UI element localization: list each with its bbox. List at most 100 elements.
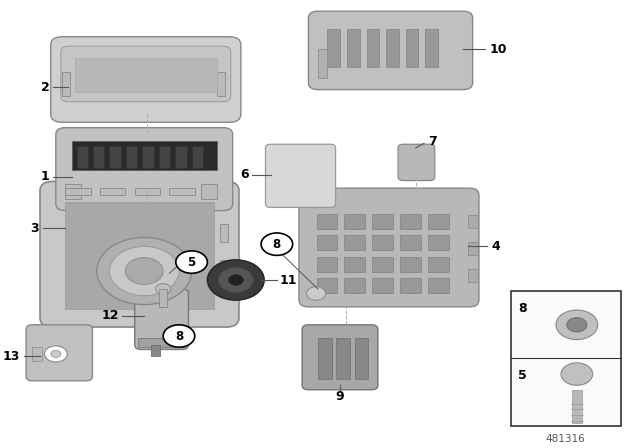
Bar: [344, 214, 365, 229]
Circle shape: [158, 285, 168, 293]
Bar: [344, 257, 365, 272]
Circle shape: [156, 284, 171, 294]
Bar: [468, 269, 477, 282]
Bar: [386, 29, 399, 67]
Circle shape: [176, 251, 207, 273]
Bar: [150, 345, 160, 356]
Text: 6: 6: [240, 168, 248, 181]
Bar: [400, 235, 421, 250]
Bar: [372, 235, 393, 250]
Bar: [428, 257, 449, 272]
FancyBboxPatch shape: [26, 325, 92, 381]
Bar: [425, 29, 438, 67]
Bar: [220, 260, 228, 278]
Text: 9: 9: [336, 390, 344, 403]
Circle shape: [97, 237, 191, 305]
Bar: [317, 235, 337, 250]
Bar: [191, 146, 203, 168]
Bar: [468, 215, 477, 228]
Text: 8: 8: [175, 329, 183, 343]
Bar: [318, 49, 328, 78]
FancyBboxPatch shape: [135, 289, 188, 349]
Bar: [428, 214, 449, 229]
Circle shape: [163, 325, 195, 347]
Bar: [65, 184, 81, 199]
FancyBboxPatch shape: [61, 46, 231, 102]
Bar: [72, 141, 217, 170]
FancyBboxPatch shape: [398, 144, 435, 181]
Bar: [372, 214, 393, 229]
Text: 5: 5: [518, 369, 527, 382]
Bar: [317, 214, 337, 229]
Bar: [367, 29, 379, 67]
Circle shape: [567, 318, 587, 332]
FancyBboxPatch shape: [40, 181, 239, 327]
Bar: [100, 188, 125, 195]
FancyBboxPatch shape: [266, 144, 335, 207]
Bar: [126, 146, 138, 168]
Circle shape: [261, 233, 292, 255]
Bar: [159, 146, 170, 168]
FancyBboxPatch shape: [299, 188, 479, 307]
Bar: [336, 338, 350, 379]
Bar: [400, 214, 421, 229]
Bar: [328, 29, 340, 67]
Text: 10: 10: [490, 43, 507, 56]
Text: 13: 13: [3, 349, 20, 363]
Circle shape: [125, 258, 163, 284]
Bar: [372, 278, 393, 293]
Bar: [201, 184, 217, 199]
Text: 4: 4: [492, 240, 500, 253]
Bar: [75, 58, 217, 92]
Bar: [400, 278, 421, 293]
FancyBboxPatch shape: [308, 11, 472, 90]
Text: 8: 8: [273, 237, 281, 251]
Circle shape: [556, 310, 598, 340]
Bar: [138, 338, 186, 347]
Bar: [142, 146, 154, 168]
Bar: [428, 278, 449, 293]
Bar: [372, 257, 393, 272]
Circle shape: [109, 246, 179, 296]
Circle shape: [561, 363, 593, 385]
Bar: [33, 347, 42, 361]
FancyBboxPatch shape: [302, 325, 378, 390]
Bar: [220, 224, 228, 242]
Text: 481316: 481316: [546, 434, 586, 444]
Bar: [318, 338, 332, 379]
Text: 12: 12: [102, 309, 119, 323]
Circle shape: [228, 275, 243, 285]
Text: 11: 11: [280, 273, 298, 287]
Bar: [77, 146, 88, 168]
Circle shape: [307, 287, 326, 300]
Bar: [347, 29, 360, 67]
Circle shape: [218, 267, 253, 293]
Bar: [511, 291, 621, 426]
Bar: [317, 257, 337, 272]
Text: 3: 3: [30, 222, 39, 235]
FancyBboxPatch shape: [51, 37, 241, 122]
Bar: [406, 29, 419, 67]
Bar: [65, 202, 214, 309]
Bar: [572, 390, 582, 423]
Bar: [65, 188, 90, 195]
FancyBboxPatch shape: [56, 128, 233, 211]
Bar: [344, 278, 365, 293]
Bar: [93, 146, 104, 168]
Circle shape: [51, 350, 61, 358]
Text: 2: 2: [41, 81, 49, 94]
Text: 5: 5: [188, 255, 196, 269]
Circle shape: [207, 260, 264, 300]
Bar: [170, 188, 195, 195]
Bar: [428, 235, 449, 250]
Text: 1: 1: [41, 170, 49, 184]
Circle shape: [44, 346, 67, 362]
Bar: [109, 146, 121, 168]
Bar: [159, 289, 167, 307]
Text: 7: 7: [428, 134, 437, 148]
Bar: [317, 278, 337, 293]
Bar: [344, 235, 365, 250]
Bar: [355, 338, 369, 379]
Bar: [135, 188, 160, 195]
Text: 8: 8: [518, 302, 527, 314]
